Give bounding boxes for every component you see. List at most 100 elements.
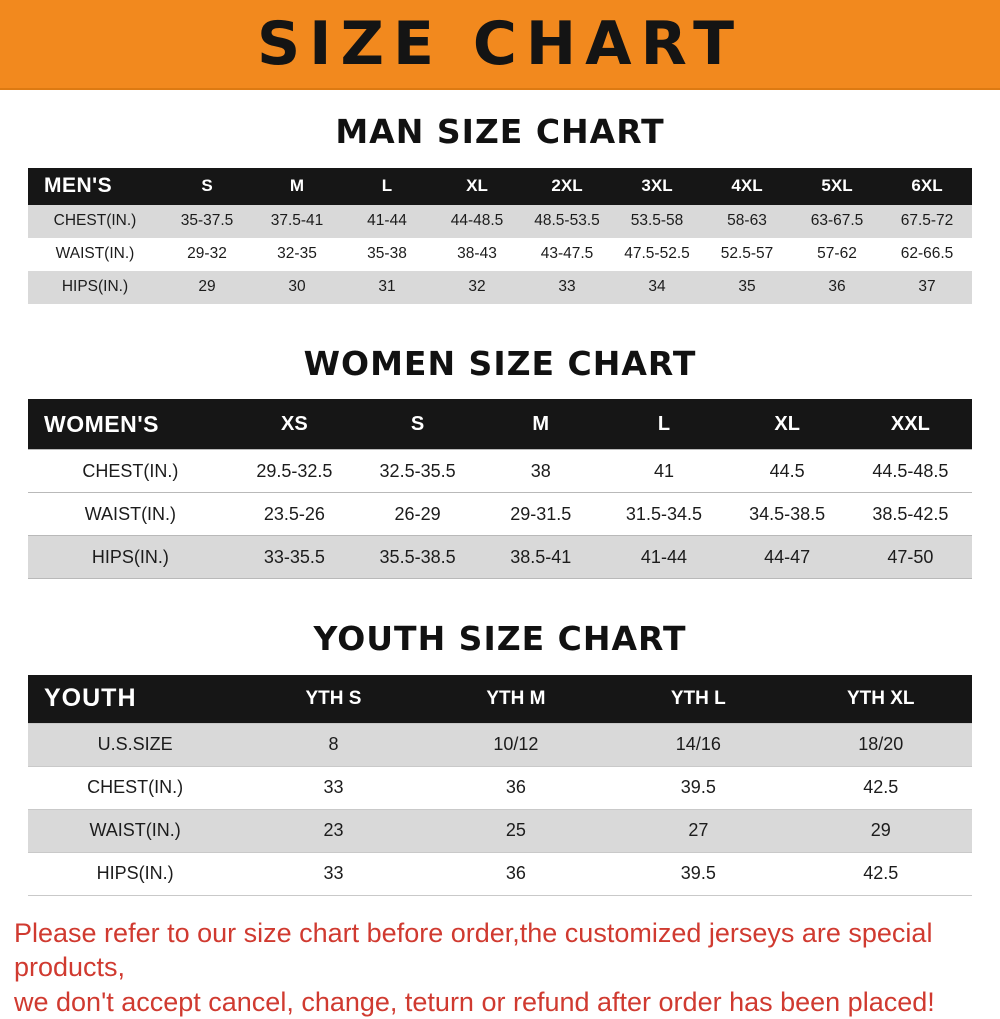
size-value-cell: 29-32 xyxy=(187,245,227,263)
disclaimer-line-2: we don't accept cancel, change, teturn o… xyxy=(14,986,935,1017)
column-header: L xyxy=(602,399,726,450)
column-header: YTH XL xyxy=(789,674,972,724)
column-header: YTH S xyxy=(242,674,425,724)
row-label: U.S.SIZE xyxy=(97,734,173,755)
size-value-cell: 38.5-42.5 xyxy=(872,503,949,524)
size-value-cell: 34 xyxy=(648,278,666,296)
table-row: WAIST(IN.) 23.5-26 26-29 29-31.5 31.5-34.5 34… xyxy=(28,492,972,536)
disclaimer-line-1: Please refer to our size chart before or… xyxy=(14,917,933,983)
size-value-cell: 23.5-26 xyxy=(263,503,325,524)
row-label: HIPS(IN.) xyxy=(96,863,174,884)
women-size-table: WOMEN'S XS S M L XL XXL CHEST(IN.) 29.5-32.5 32.5… xyxy=(28,399,972,579)
table-row: HIPS(IN.) 33-35.5 35.5-38.5 38.5-41 41-44 44-… xyxy=(28,535,972,579)
size-value-cell: 47.5-52.5 xyxy=(624,245,690,263)
size-value-cell: 38-43 xyxy=(457,245,497,263)
youth-section-heading: YOUTH SIZE CHART xyxy=(313,619,687,659)
size-value-cell: 33 xyxy=(323,777,344,798)
size-value-cell: 29.5-32.5 xyxy=(256,460,333,481)
size-value-cell: 29 xyxy=(198,278,216,296)
size-table: YOUTH YTH S YTH M YTH L YTH XL U.S.SIZE 8 10/12… xyxy=(28,674,972,896)
table-row: WAIST(IN.) 29-32 32-35 35-38 38-43 43-47.5 47.… xyxy=(28,238,972,271)
size-value-cell: 43-47.5 xyxy=(540,245,594,263)
column-header: 2XL xyxy=(522,167,612,205)
table-title-cell: MEN'S xyxy=(28,167,162,205)
size-value-cell: 18/20 xyxy=(858,734,904,755)
size-value-cell: 41-44 xyxy=(367,212,407,230)
size-value-cell: 44.5 xyxy=(769,460,805,481)
size-table: MEN'S S M L XL 2XL 3XL 4XL 5XL 6XL CHEST(IN.) 35-37… xyxy=(28,167,972,304)
disclaimer-note: Please refer to our size chart before or… xyxy=(14,916,988,1019)
table-row: HIPS(IN.) 33 36 39.5 42.5 xyxy=(28,852,972,896)
size-value-cell: 39.5 xyxy=(680,863,716,884)
size-value-cell: 44.5-48.5 xyxy=(872,460,949,481)
men-section-heading: MAN SIZE CHART xyxy=(335,112,665,151)
size-chart-banner: SIZE CHART xyxy=(0,0,1000,90)
column-header: 5XL xyxy=(792,167,882,205)
table-title-cell: WOMEN'S xyxy=(28,399,233,450)
size-value-cell: 14/16 xyxy=(675,734,721,755)
column-header: XXL xyxy=(848,399,972,450)
column-header: XS xyxy=(232,399,356,450)
youth-size-table: YOUTH YTH S YTH M YTH L YTH XL U.S.SIZE 8 10/12… xyxy=(28,674,972,896)
size-value-cell: 23 xyxy=(323,820,344,841)
size-value-cell: 36 xyxy=(505,863,526,884)
table-row: HIPS(IN.) 29 30 31 32 33 34 35 36 37 xyxy=(28,270,972,304)
table-row: U.S.SIZE 8 10/12 14/16 18/20 xyxy=(28,723,972,767)
size-value-cell: 32.5-35.5 xyxy=(379,460,456,481)
size-value-cell: 42.5 xyxy=(863,777,899,798)
row-label: CHEST(IN.) xyxy=(82,460,179,481)
size-value-cell: 38.5-41 xyxy=(510,546,572,567)
size-value-cell: 67.5-72 xyxy=(900,212,954,230)
size-value-cell: 63-67.5 xyxy=(810,212,864,230)
size-value-cell: 35-38 xyxy=(367,245,407,263)
size-value-cell: 35-37.5 xyxy=(180,212,234,230)
size-value-cell: 48.5-53.5 xyxy=(534,212,600,230)
row-label: HIPS(IN.) xyxy=(61,278,129,296)
banner-title: SIZE CHART xyxy=(256,9,744,79)
column-header: M xyxy=(479,399,603,450)
size-value-cell: 52.5-57 xyxy=(720,245,774,263)
size-value-cell: 8 xyxy=(328,734,339,755)
table-row: CHEST(IN.) 33 36 39.5 42.5 xyxy=(28,766,972,809)
column-header: XL xyxy=(432,167,522,205)
row-label: CHEST(IN.) xyxy=(53,212,137,230)
table-header-row: YOUTH YTH S YTH M YTH L YTH XL xyxy=(28,674,972,724)
size-value-cell: 58-63 xyxy=(727,212,767,230)
men-size-section: MAN SIZE CHART MEN'S S M L XL 2XL 3XL 4XL 5XL 6XL… xyxy=(0,112,1000,304)
size-value-cell: 38 xyxy=(530,460,551,481)
size-value-cell: 44-47 xyxy=(764,546,811,567)
column-header: 4XL xyxy=(702,167,792,205)
size-value-cell: 25 xyxy=(505,820,526,841)
size-value-cell: 53.5-58 xyxy=(630,212,684,230)
size-value-cell: 27 xyxy=(688,820,709,841)
table-title-cell: YOUTH xyxy=(28,674,243,724)
size-value-cell: 26-29 xyxy=(394,503,441,524)
size-value-cell: 35.5-38.5 xyxy=(379,546,456,567)
size-value-cell: 57-62 xyxy=(817,245,857,263)
size-value-cell: 37 xyxy=(918,278,936,296)
row-label: WAIST(IN.) xyxy=(55,245,135,263)
column-header: 6XL xyxy=(882,167,972,205)
size-value-cell: 41-44 xyxy=(640,546,687,567)
size-value-cell: 30 xyxy=(288,278,306,296)
women-size-section: WOMEN SIZE CHART WOMEN'S XS S M L XL XXL CHEST(… xyxy=(0,344,1000,580)
size-value-cell: 33 xyxy=(558,278,576,296)
size-value-cell: 44-48.5 xyxy=(450,212,504,230)
size-value-cell: 36 xyxy=(505,777,526,798)
size-value-cell: 31.5-34.5 xyxy=(625,503,702,524)
row-label: CHEST(IN.) xyxy=(87,777,184,798)
youth-size-section: YOUTH SIZE CHART YOUTH YTH S YTH M YTH L YTH… xyxy=(0,619,1000,896)
row-label: WAIST(IN.) xyxy=(89,820,181,841)
column-header: M xyxy=(252,167,342,205)
column-header: 3XL xyxy=(612,167,702,205)
column-header: XL xyxy=(725,399,849,450)
table-row: CHEST(IN.) 29.5-32.5 32.5-35.5 38 41 44.5 44.5… xyxy=(28,449,972,493)
size-table: WOMEN'S XS S M L XL XXL CHEST(IN.) 29.5-32.5 32.5… xyxy=(28,399,972,579)
column-header: S xyxy=(162,167,252,205)
table-header-row: MEN'S S M L XL 2XL 3XL 4XL 5XL 6XL xyxy=(28,167,972,205)
size-value-cell: 32-35 xyxy=(277,245,317,263)
size-value-cell: 42.5 xyxy=(863,863,899,884)
row-label: HIPS(IN.) xyxy=(91,546,169,567)
size-value-cell: 29 xyxy=(870,820,891,841)
size-value-cell: 29-31.5 xyxy=(510,503,572,524)
